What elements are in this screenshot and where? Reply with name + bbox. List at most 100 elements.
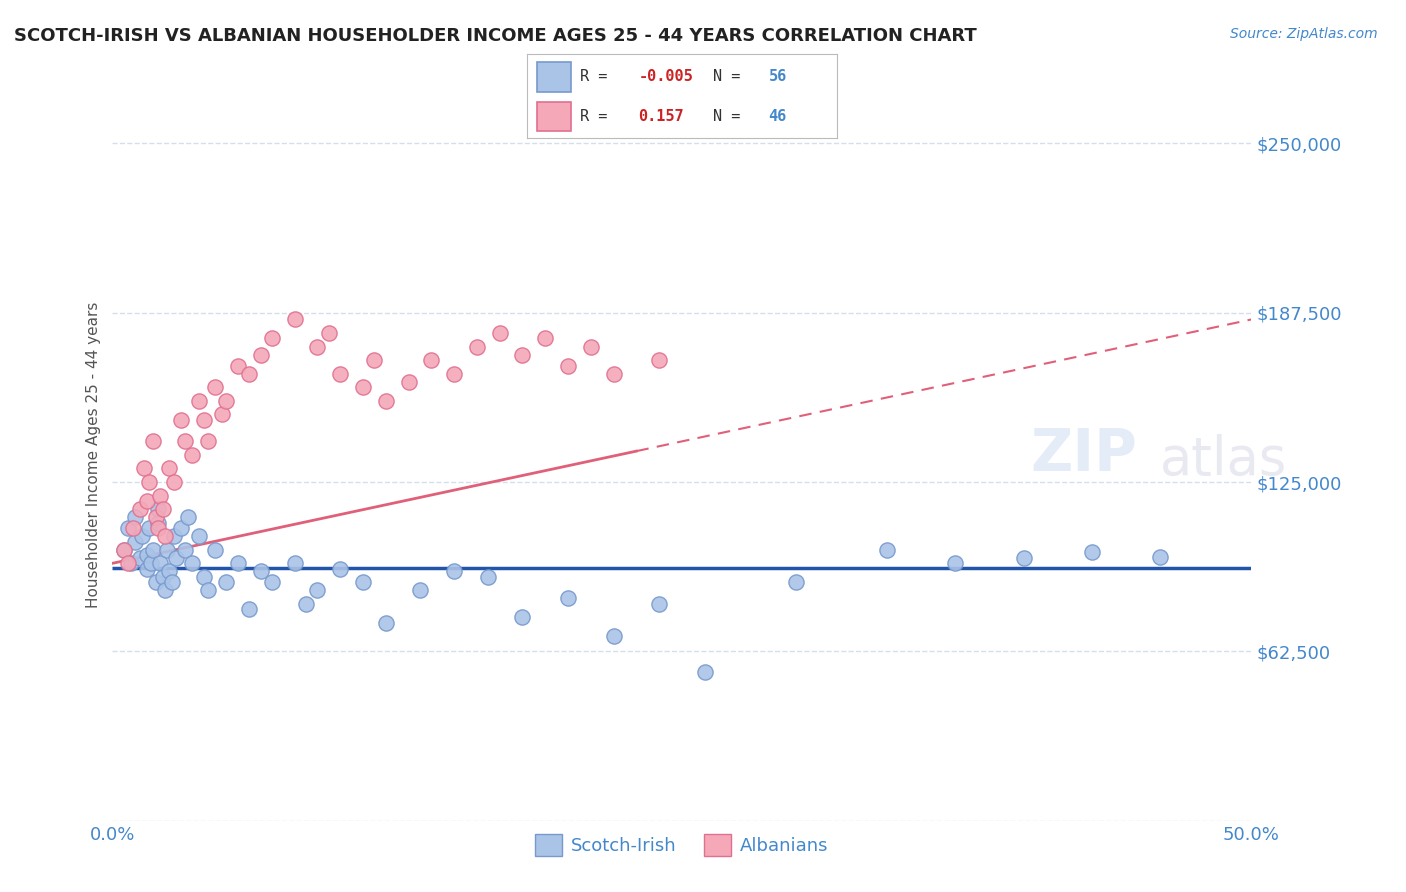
Point xyxy=(465,340,488,354)
Point xyxy=(329,367,352,381)
Y-axis label: Householder Income Ages 25 - 44 years: Householder Income Ages 25 - 44 years xyxy=(86,301,101,608)
Point xyxy=(112,542,135,557)
Point xyxy=(579,340,602,354)
Point xyxy=(352,380,374,394)
Point xyxy=(152,502,174,516)
Point xyxy=(193,570,215,584)
Point xyxy=(329,562,352,576)
Text: N =: N = xyxy=(713,69,749,84)
Point xyxy=(307,583,329,598)
Point xyxy=(260,331,283,345)
Point xyxy=(135,562,157,576)
Point xyxy=(170,521,193,535)
Point xyxy=(153,583,176,598)
Point xyxy=(409,583,432,598)
Point xyxy=(188,529,211,543)
Point xyxy=(117,521,139,535)
Point xyxy=(204,542,226,557)
Point xyxy=(295,597,318,611)
Point xyxy=(374,615,396,630)
Point xyxy=(159,565,180,579)
Point xyxy=(876,542,898,557)
Point xyxy=(128,550,150,565)
Point xyxy=(1012,550,1035,565)
Point xyxy=(197,583,219,598)
Point xyxy=(193,413,215,427)
Point xyxy=(260,575,283,590)
Point xyxy=(512,610,534,624)
Point xyxy=(602,367,624,381)
Point xyxy=(149,489,172,503)
Point xyxy=(112,542,135,557)
Point xyxy=(534,331,557,345)
Point xyxy=(165,550,187,565)
Point xyxy=(363,353,385,368)
Point xyxy=(477,570,499,584)
Text: 56: 56 xyxy=(769,69,787,84)
Point xyxy=(238,367,260,381)
Point xyxy=(117,556,139,570)
Point xyxy=(785,575,807,590)
Point xyxy=(512,348,534,362)
Point xyxy=(153,529,176,543)
Text: -0.005: -0.005 xyxy=(638,69,693,84)
Point xyxy=(374,393,396,408)
Point xyxy=(145,510,167,524)
Point xyxy=(152,570,174,584)
Text: SCOTCH-IRISH VS ALBANIAN HOUSEHOLDER INCOME AGES 25 - 44 YEARS CORRELATION CHART: SCOTCH-IRISH VS ALBANIAN HOUSEHOLDER INC… xyxy=(14,27,977,45)
Point xyxy=(156,542,179,557)
Point xyxy=(138,521,160,535)
Point xyxy=(149,556,172,570)
Point xyxy=(215,393,238,408)
Point xyxy=(307,340,329,354)
Point xyxy=(170,413,193,427)
Point xyxy=(174,434,197,449)
Point xyxy=(120,556,142,570)
Point xyxy=(249,565,271,579)
Point xyxy=(557,359,579,373)
Point xyxy=(488,326,510,340)
Text: 0.157: 0.157 xyxy=(638,109,685,124)
Point xyxy=(249,348,271,362)
Point xyxy=(188,393,211,408)
Text: N =: N = xyxy=(713,109,749,124)
Point xyxy=(141,556,163,570)
Text: 46: 46 xyxy=(769,109,787,124)
Point xyxy=(146,516,169,530)
Legend: Scotch-Irish, Albanians: Scotch-Irish, Albanians xyxy=(529,826,835,863)
Point xyxy=(1081,545,1104,559)
Point xyxy=(135,494,157,508)
Point xyxy=(284,556,307,570)
Point xyxy=(142,434,165,449)
Point xyxy=(443,565,465,579)
Point xyxy=(124,534,146,549)
Point xyxy=(398,375,420,389)
Point xyxy=(204,380,226,394)
Point xyxy=(159,461,180,475)
Text: R =: R = xyxy=(579,69,616,84)
Point xyxy=(226,359,249,373)
Point xyxy=(420,353,443,368)
Point xyxy=(145,575,167,590)
Point xyxy=(181,556,204,570)
Point xyxy=(122,521,145,535)
Point xyxy=(160,575,183,590)
Point xyxy=(176,510,198,524)
Point xyxy=(443,367,465,381)
Point xyxy=(557,591,579,606)
Point xyxy=(352,575,374,590)
Point xyxy=(128,502,150,516)
Point xyxy=(174,542,197,557)
Point xyxy=(197,434,219,449)
Text: R =: R = xyxy=(579,109,616,124)
Point xyxy=(163,529,186,543)
Point xyxy=(215,575,238,590)
Text: ZIP: ZIP xyxy=(1031,426,1137,483)
Text: Source: ZipAtlas.com: Source: ZipAtlas.com xyxy=(1230,27,1378,41)
Point xyxy=(648,353,671,368)
Point xyxy=(648,597,671,611)
Point xyxy=(146,521,169,535)
FancyBboxPatch shape xyxy=(537,62,571,92)
Text: atlas: atlas xyxy=(1160,434,1288,486)
Point xyxy=(238,602,260,616)
